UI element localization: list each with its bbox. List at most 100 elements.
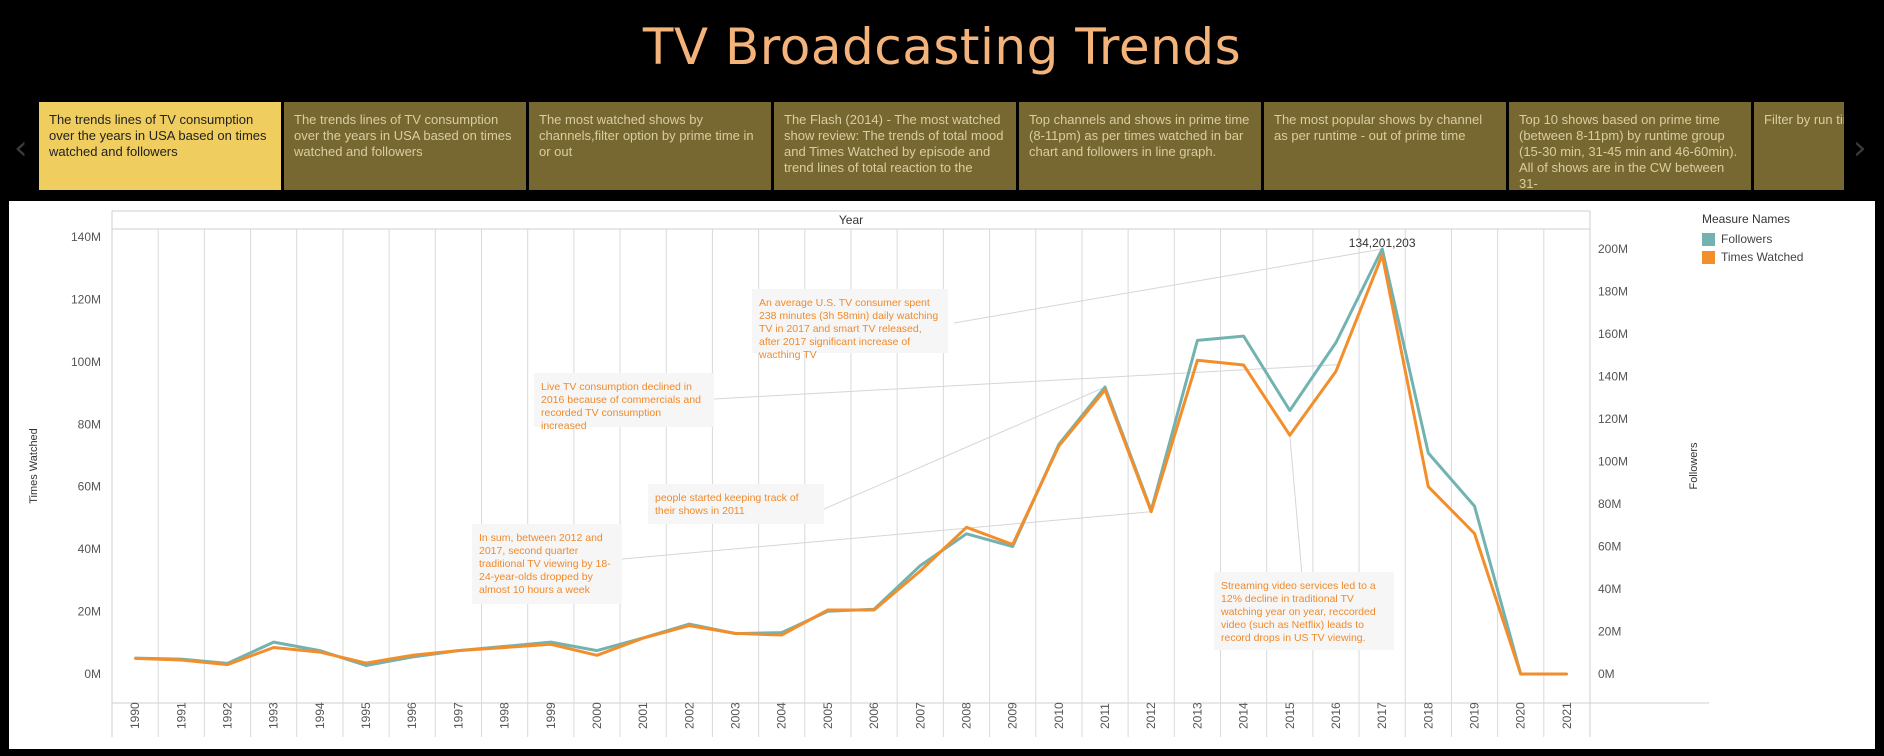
x-tick-label: 2014 [1237,702,1251,729]
data-point-followers [549,640,552,644]
x-tick-label: 2008 [959,702,973,729]
story-point-1[interactable]: The trends lines of TV consumption over … [39,102,281,190]
x-tick-label: 1996 [405,702,419,729]
annotation-live-tv-decline: Live TV consumption declined in 2016 bec… [534,373,714,432]
x-tick-label: 2004 [775,702,789,729]
data-point-times-watched [457,649,460,652]
peak-data-label: 134,201,203 [1349,236,1416,250]
y-tick-label: 0M [84,667,101,681]
x-tick-label: 2012 [1144,702,1158,729]
x-tick-label: 1999 [544,702,558,729]
data-point-times-watched [780,633,783,637]
y2-tick-label: 180M [1598,285,1628,299]
data-point-followers [965,532,968,535]
data-point-times-watched [364,661,368,665]
legend-item-followers[interactable]: Followers [1702,232,1803,246]
data-point-times-watched [549,643,552,646]
series-line-times-watched [135,253,1567,676]
y-tick-label: 100M [71,355,101,369]
y2-tick-label: 160M [1598,327,1628,341]
x-tick-label: 1993 [267,702,281,729]
annotation-leader-line [953,248,1383,324]
x-tick-label: 2005 [821,702,835,729]
x-tick-label: 1995 [359,702,373,729]
y-tick-label: 40M [78,542,101,556]
labels: 134,201,203 [1349,236,1416,250]
data-point-followers [1103,385,1107,389]
y2-axis-title: Followers [1688,442,1700,490]
annotation-smart-tv: An average U.S. TV consumer spent 238 mi… [752,289,948,361]
data-point-followers [364,664,368,667]
x-tick-label: 2015 [1283,702,1297,729]
x-tick-label: 2010 [1052,702,1066,729]
previous-story-arrow-icon[interactable]: ‹ [14,128,28,168]
legend: Measure Names Followers Times Watched [1702,212,1803,268]
data-point-times-watched [411,654,414,657]
data-point-times-watched [318,650,322,654]
data-point-followers [1011,545,1014,548]
data-point-times-watched [1242,363,1245,367]
y2-tick-label: 200M [1598,242,1628,256]
data-point-followers [1334,341,1338,344]
x-tick-label: 2007 [913,702,927,729]
annotation-leader-line [823,386,1106,510]
story-point-6[interactable]: The most popular shows by channel as per… [1264,102,1506,190]
data-point-times-watched [226,663,229,666]
x-tick-label: 2000 [590,702,604,729]
data-point-times-watched [1011,543,1014,546]
data-point-times-watched [1288,434,1291,437]
grid [111,210,1709,737]
story-point-2[interactable]: The trends lines of TV consumption over … [284,102,526,190]
data-point-times-watched [872,608,876,612]
data-point-times-watched [688,624,691,627]
next-story-arrow-icon[interactable]: › [1853,128,1867,168]
story-point-5[interactable]: Top channels and shows in prime time (8-… [1019,102,1261,190]
y2-tick-label: 120M [1598,412,1628,426]
data-point-times-watched [595,654,599,657]
data-point-times-watched [133,657,137,660]
followers-swatch [1702,232,1715,246]
data-point-times-watched [734,632,737,635]
data-point-times-watched [641,636,645,640]
story-point-8[interactable]: Filter by run time shows. Run ti [1754,102,1844,190]
legend-label-followers: Followers [1721,232,1773,246]
x-tick-label: 1994 [313,702,327,729]
story-point-3[interactable]: The most watched shows by channels,filte… [529,102,771,190]
data-point-followers [1242,334,1245,338]
data-point-times-watched [1427,485,1430,488]
annotation-leader-line [1289,435,1303,576]
data-point-times-watched [965,526,968,529]
y-tick-label: 140M [71,230,101,244]
annotation-leaders [621,248,1383,576]
story-navigator: The trends lines of TV consumption over … [39,102,1844,190]
line-chart[interactable]: 1990 1991 1992 1993 1994 1995 1996 1997 1998 1999… [9,201,1875,749]
y2-tick-label: 60M [1598,540,1621,554]
y2-tick-label: 80M [1598,497,1621,511]
x-tick-label: 2017 [1375,702,1389,729]
y2-tick-label: 0M [1598,667,1615,681]
y2-tick-label: 40M [1598,582,1621,596]
data-point-followers [1427,451,1430,455]
y2-tick-label: 20M [1598,625,1621,639]
x-tick-label: 2002 [682,702,696,729]
legend-item-times-watched[interactable]: Times Watched [1702,250,1803,264]
data-point-times-watched [1334,370,1338,373]
data-point-times-watched [1473,532,1476,535]
x-axis-title: Year [839,213,863,227]
x-tick-label: 2016 [1329,702,1343,729]
times-watched-swatch [1702,250,1715,264]
x-tick-label: 1992 [220,702,234,729]
data-point-times-watched [1150,510,1153,513]
x-tick-label: 1998 [498,702,512,729]
annotation-streaming: Streaming video services led to a 12% de… [1214,572,1394,650]
y2-tick-label: 100M [1598,455,1628,469]
data-point-times-watched [272,646,275,649]
data-point-times-watched [1103,388,1107,392]
annotation-viewing-drop: In sum, between 2012 and 2017, second qu… [472,524,622,604]
story-point-7[interactable]: Top 10 shows based on prime time (betwee… [1509,102,1751,190]
x-tick-label: 2009 [1006,702,1020,729]
story-point-4[interactable]: The Flash (2014) - The most watched show… [774,102,1016,190]
x-tick-label: 1997 [451,702,465,729]
data-point-followers [1288,409,1291,412]
y-tick-label: 60M [78,480,101,494]
